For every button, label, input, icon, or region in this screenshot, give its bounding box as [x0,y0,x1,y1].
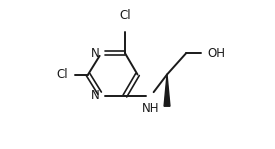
Text: Cl: Cl [119,9,131,22]
Text: N: N [91,89,100,102]
Text: OH: OH [207,47,225,60]
Text: Cl: Cl [57,68,68,81]
Text: NH: NH [142,102,160,115]
Polygon shape [164,74,170,106]
Text: N: N [91,47,100,60]
